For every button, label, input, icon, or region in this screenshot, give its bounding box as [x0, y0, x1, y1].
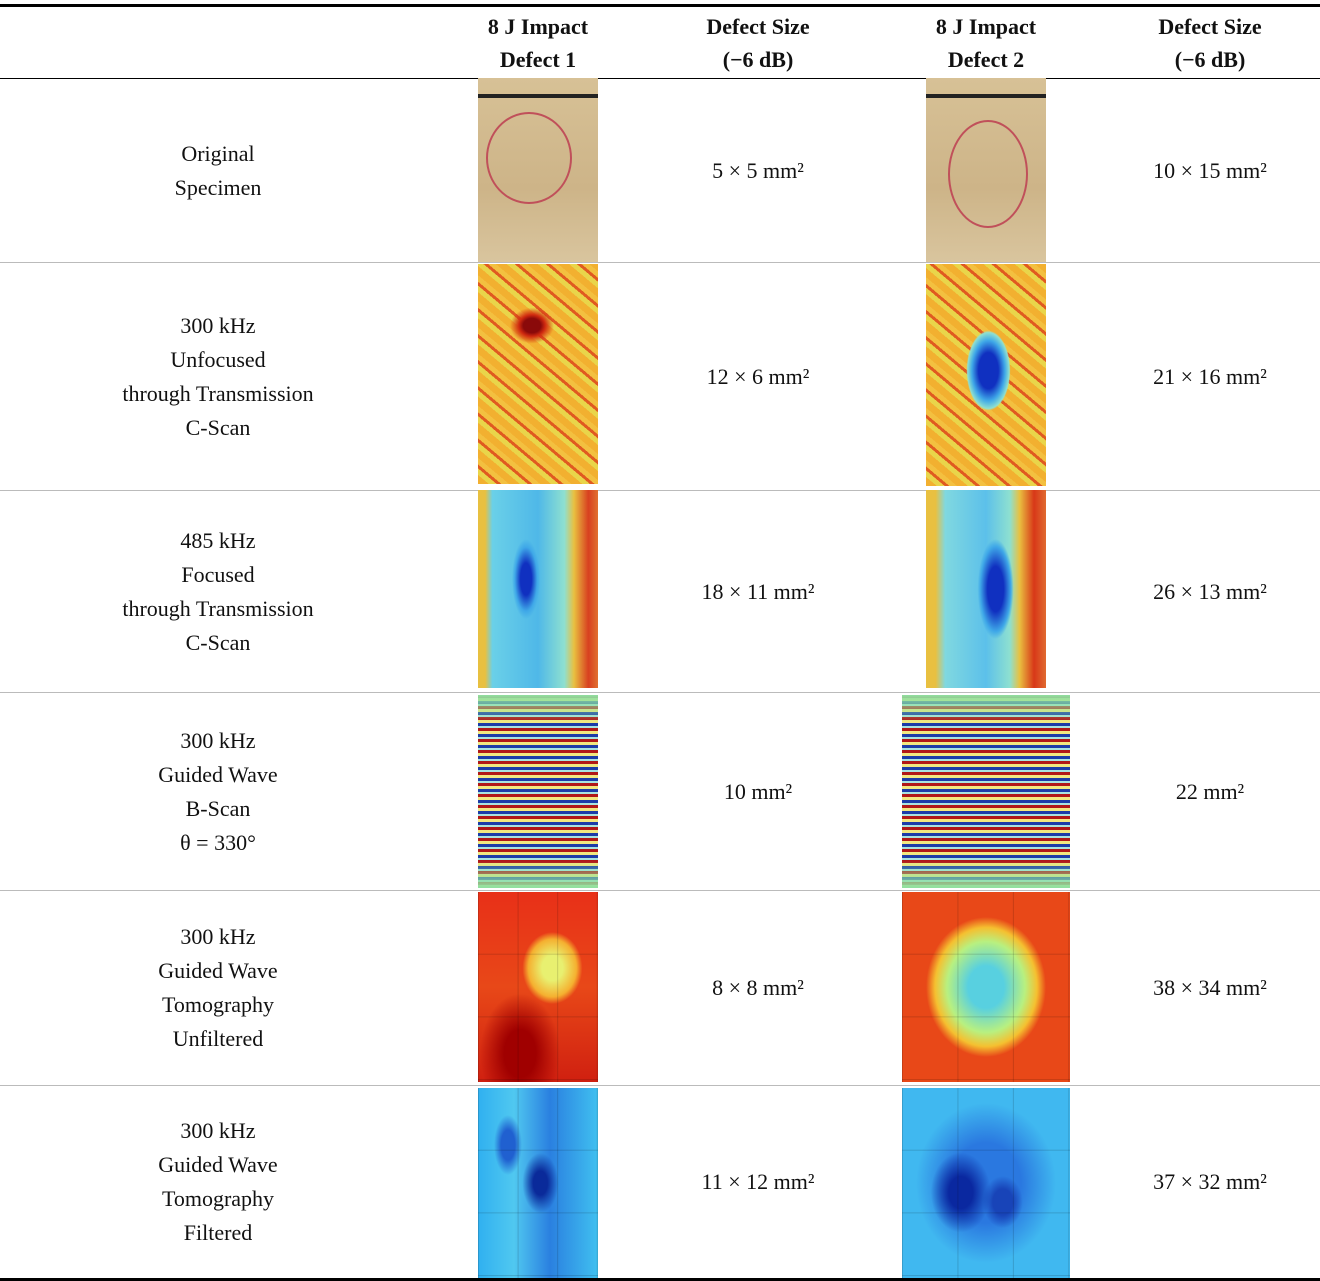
cell-line: Filtered — [184, 1216, 252, 1250]
defect-size: 22 mm² — [1090, 693, 1320, 890]
scan-image — [926, 78, 1046, 262]
cell-line: 11 × 12 mm² — [702, 1165, 815, 1199]
defect-size: 26 × 13 mm² — [1090, 491, 1320, 692]
cell-line: 10 mm² — [724, 775, 792, 809]
cell-line: Specimen — [175, 171, 262, 205]
defect-size: 18 × 11 mm² — [628, 491, 888, 692]
cell-line: Defect 2 — [948, 43, 1024, 76]
defect-size: 38 × 34 mm² — [1090, 891, 1320, 1085]
cell-line: Tomography — [162, 1182, 274, 1216]
marker-line — [926, 94, 1046, 98]
cell-line: θ = 330° — [180, 826, 256, 860]
defect-size: 21 × 16 mm² — [1090, 263, 1320, 490]
scan-image — [902, 695, 1070, 888]
header-cell — [8, 8, 428, 78]
cell-line: 21 × 16 mm² — [1153, 360, 1267, 394]
scan-image — [926, 264, 1046, 486]
cell-line: 300 kHz — [180, 920, 255, 954]
scan-image — [478, 490, 598, 688]
cell-line: through Transmission — [122, 377, 313, 411]
grid-overlay — [902, 892, 1070, 1082]
cell-line: B-Scan — [186, 792, 251, 826]
marker-line — [478, 94, 598, 98]
cell-line: Guided Wave — [158, 954, 277, 988]
scan-image — [902, 1088, 1070, 1278]
header-cell: Defect Size(−6 dB) — [1090, 8, 1320, 78]
cell-line: 10 × 15 mm² — [1153, 154, 1267, 188]
top-rule — [0, 4, 1320, 7]
defect-size: 12 × 6 mm² — [628, 263, 888, 490]
cell-line: C-Scan — [186, 626, 251, 660]
cell-line: Defect 1 — [500, 43, 576, 76]
cell-line: Defect Size — [1158, 10, 1261, 43]
cell-line: Unfiltered — [173, 1022, 263, 1056]
scan-image — [478, 78, 598, 262]
cell-line: 8 × 8 mm² — [712, 971, 804, 1005]
cell-line: Guided Wave — [158, 1148, 277, 1182]
header-cell: Defect Size(−6 dB) — [628, 8, 888, 78]
scan-image — [926, 490, 1046, 688]
cell-line: 485 kHz — [180, 524, 255, 558]
cell-line: Defect Size — [706, 10, 809, 43]
cell-line: 8 J Impact — [488, 10, 588, 43]
cell-line: Unfocused — [170, 343, 265, 377]
grid-overlay — [902, 1088, 1070, 1278]
defect-outline — [948, 120, 1028, 228]
defect-size: 10 mm² — [628, 693, 888, 890]
cell-line: C-Scan — [186, 411, 251, 445]
cell-line: 300 kHz — [180, 309, 255, 343]
scan-image — [478, 695, 598, 888]
defect-size: 11 × 12 mm² — [628, 1086, 888, 1278]
cell-line: through Transmission — [122, 592, 313, 626]
cell-line: 37 × 32 mm² — [1153, 1165, 1267, 1199]
scan-image — [478, 892, 598, 1082]
cell-line: 18 × 11 mm² — [702, 575, 815, 609]
cell-line: 8 J Impact — [936, 10, 1036, 43]
cell-line: 26 × 13 mm² — [1153, 575, 1267, 609]
page: (() => { const data = JSON.parse(documen… — [0, 0, 1320, 1281]
defect-size: 37 × 32 mm² — [1090, 1086, 1320, 1278]
defect-outline — [486, 112, 572, 204]
cell-line: 300 kHz — [180, 1114, 255, 1148]
scan-image — [478, 264, 598, 484]
cell-line: Original — [181, 137, 254, 171]
cell-line: 12 × 6 mm² — [707, 360, 810, 394]
grid-overlay — [478, 892, 598, 1082]
cell-line: (−6 dB) — [1175, 43, 1246, 76]
cell-line: Guided Wave — [158, 758, 277, 792]
defect-size: 10 × 15 mm² — [1090, 79, 1320, 262]
cell-line: (−6 dB) — [723, 43, 794, 76]
cell-line: 300 kHz — [180, 724, 255, 758]
cell-line: Tomography — [162, 988, 274, 1022]
grid-overlay — [478, 1088, 598, 1278]
scan-image — [902, 892, 1070, 1082]
cell-line: 22 mm² — [1176, 775, 1244, 809]
scan-image — [478, 1088, 598, 1278]
cell-line: 5 × 5 mm² — [712, 154, 804, 188]
cell-line: 38 × 34 mm² — [1153, 971, 1267, 1005]
defect-size: 8 × 8 mm² — [628, 891, 888, 1085]
cell-line: Focused — [181, 558, 254, 592]
defect-size: 5 × 5 mm² — [628, 79, 888, 262]
